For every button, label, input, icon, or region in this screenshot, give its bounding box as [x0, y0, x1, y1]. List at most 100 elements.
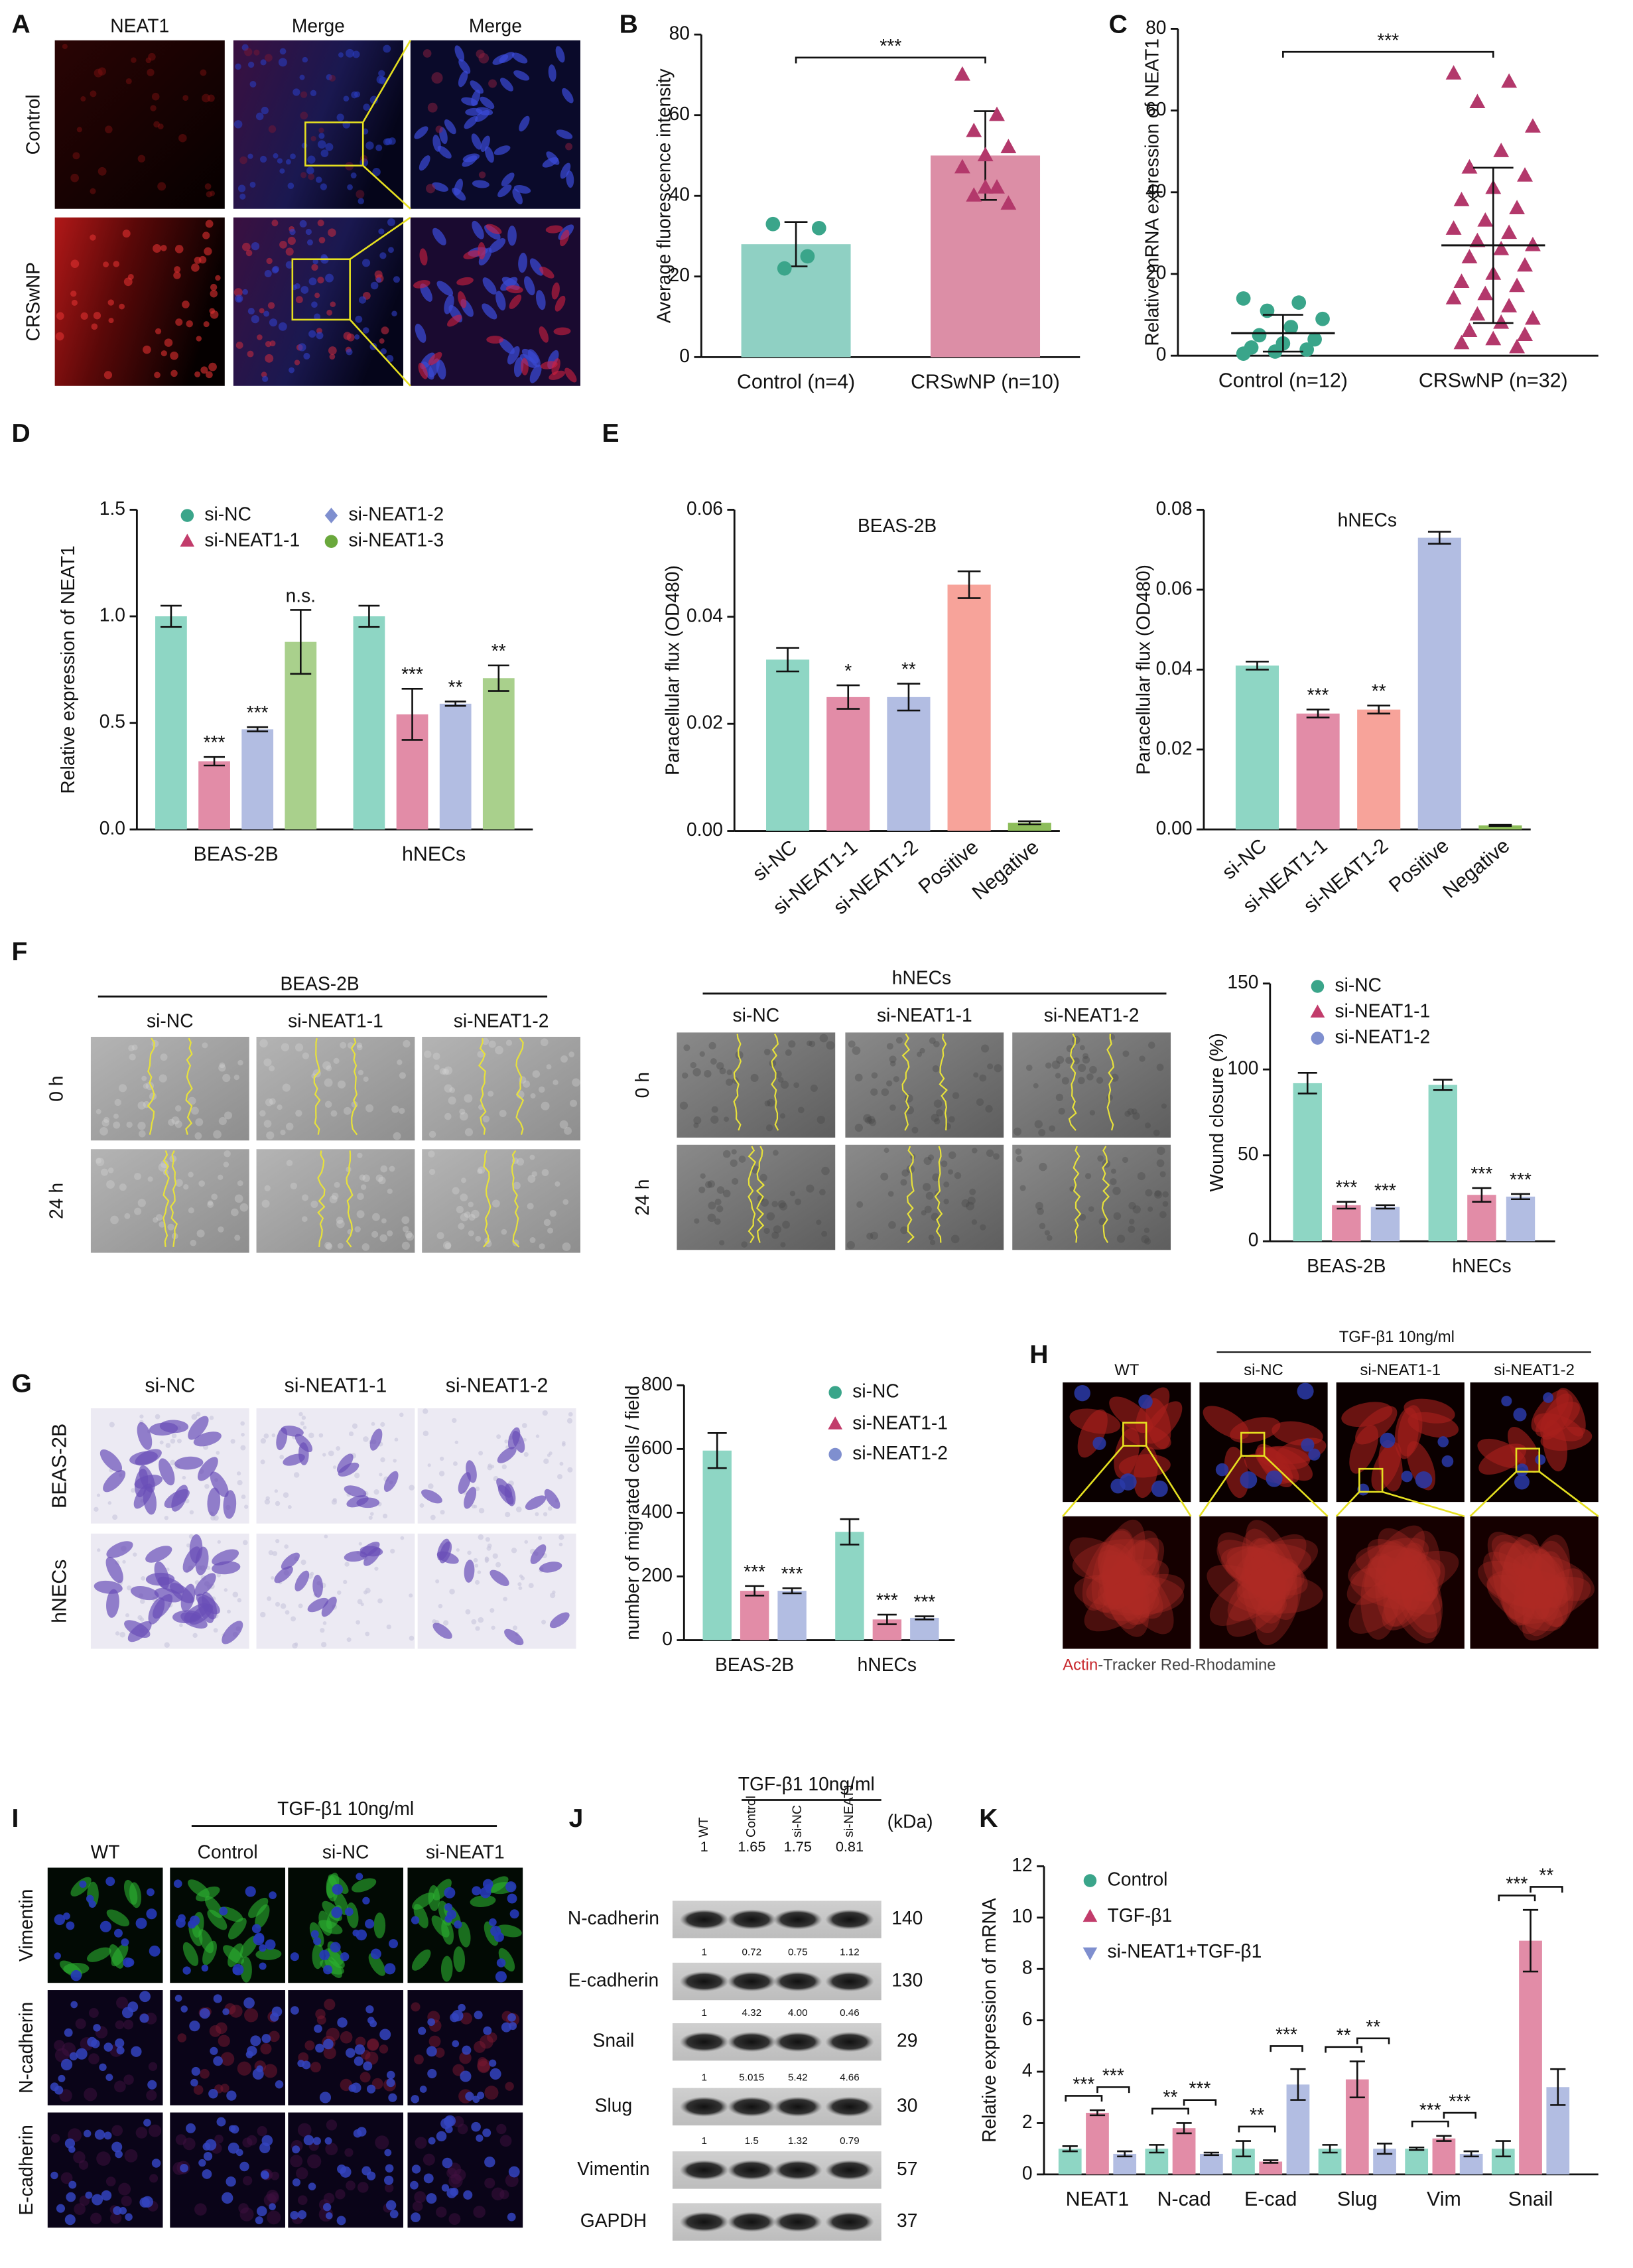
error-bar	[1017, 820, 1041, 826]
cell	[531, 1171, 537, 1177]
cell	[343, 1106, 352, 1115]
cell	[319, 2092, 332, 2103]
cell	[322, 1453, 326, 1457]
cell	[389, 1939, 399, 1949]
legend-marker	[1310, 1004, 1325, 1018]
cell	[444, 1112, 452, 1120]
cell	[555, 1181, 560, 1187]
cell	[464, 1211, 471, 1218]
cell	[379, 1234, 388, 1242]
cell	[231, 1208, 239, 1217]
cell	[471, 133, 482, 150]
cell	[454, 45, 465, 62]
cell	[193, 1432, 222, 1447]
cell	[224, 1111, 232, 1120]
cell	[237, 184, 246, 192]
x-tick-label: BEAS-2B	[715, 1654, 794, 1675]
row-label: Control	[23, 94, 44, 155]
y-tick-label: 0	[679, 345, 690, 366]
cell	[541, 1169, 549, 1177]
cell	[1044, 1230, 1050, 1236]
cell	[1051, 1060, 1061, 1069]
cell	[105, 125, 113, 133]
kda-label: 30	[897, 2094, 917, 2115]
cell	[562, 1242, 571, 1251]
cell	[369, 96, 378, 104]
cell	[472, 180, 490, 188]
error-bar	[1337, 1201, 1356, 1210]
error-bar	[1246, 661, 1269, 671]
row-label: Vimentin	[15, 1889, 36, 1962]
data-point	[777, 261, 792, 276]
cell	[354, 91, 361, 98]
data-point	[1461, 159, 1478, 174]
cell	[401, 1241, 410, 1250]
cell	[952, 1092, 960, 1099]
cell	[390, 1548, 395, 1554]
cell	[64, 2138, 76, 2149]
cell	[683, 1044, 690, 1051]
cell	[507, 1893, 517, 1904]
cell	[170, 1438, 176, 1444]
cell	[307, 155, 316, 164]
cell	[118, 1084, 127, 1093]
cell	[337, 1080, 346, 1089]
significance-bracket	[1356, 2037, 1390, 2044]
cell	[297, 2195, 308, 2205]
cell	[336, 1219, 345, 1229]
scratch-edge	[163, 1150, 170, 1248]
cell	[1145, 1189, 1153, 1197]
bar	[947, 584, 991, 831]
cell	[201, 1964, 209, 1972]
cell	[512, 188, 523, 205]
cell	[704, 1070, 712, 1078]
cell	[393, 1459, 397, 1463]
cell	[375, 144, 383, 151]
y-axis-label: Wound closure (%)	[1206, 1033, 1227, 1191]
y-tick-label: 2	[1022, 2111, 1033, 2132]
cell	[1297, 1382, 1314, 1400]
significance-bracket	[1151, 2107, 1189, 2115]
cell	[722, 1189, 731, 1198]
cell	[207, 1200, 214, 1206]
x-tick-label: hNECs	[402, 842, 466, 865]
cell	[363, 1436, 369, 1442]
cell	[387, 1188, 393, 1194]
cell	[498, 1948, 515, 1971]
cell	[253, 1934, 265, 1946]
cell	[383, 44, 391, 53]
cell	[94, 68, 103, 78]
cell	[816, 1219, 822, 1225]
cell	[1038, 1129, 1046, 1136]
data-point	[1469, 232, 1486, 247]
cell	[379, 338, 385, 344]
cell	[290, 2006, 299, 2015]
micrograph	[1336, 1516, 1465, 1649]
cell	[228, 1917, 247, 1940]
cell	[253, 49, 260, 56]
cell	[1360, 1553, 1400, 1640]
cell	[355, 2036, 366, 2048]
cell	[324, 1078, 333, 1087]
cell	[509, 2022, 517, 2031]
cell	[245, 1886, 256, 1897]
cell	[373, 1489, 379, 1495]
bar	[1086, 2112, 1109, 2174]
cell	[694, 1218, 700, 1224]
cell	[213, 2056, 223, 2066]
cell	[943, 1199, 949, 1205]
cell	[267, 2210, 281, 2225]
cell	[343, 1579, 348, 1584]
y-tick-label: 0.04	[686, 604, 723, 626]
cell	[561, 1442, 566, 1447]
cell	[435, 1579, 440, 1583]
error-bar	[488, 664, 509, 692]
cell	[174, 1995, 182, 2002]
cell	[1037, 1207, 1044, 1215]
cell	[782, 1221, 790, 1229]
cell	[90, 90, 97, 98]
cell	[881, 1088, 889, 1097]
error-bar	[1409, 2146, 1425, 2151]
cell	[1074, 1574, 1159, 1616]
cell	[411, 2212, 421, 2222]
